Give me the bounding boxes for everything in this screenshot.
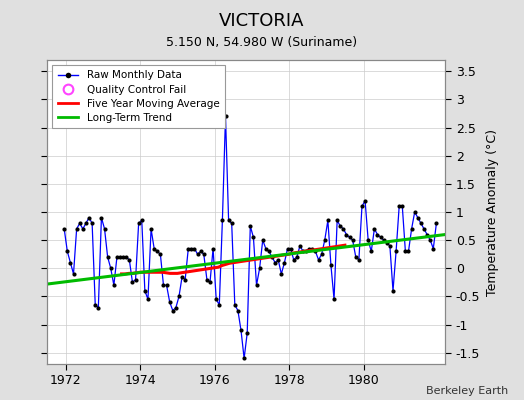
Text: 5.150 N, 54.980 W (Suriname): 5.150 N, 54.980 W (Suriname) bbox=[167, 36, 357, 49]
Text: VICTORIA: VICTORIA bbox=[219, 12, 305, 30]
Legend: Raw Monthly Data, Quality Control Fail, Five Year Moving Average, Long-Term Tren: Raw Monthly Data, Quality Control Fail, … bbox=[52, 65, 225, 128]
Y-axis label: Temperature Anomaly (°C): Temperature Anomaly (°C) bbox=[486, 128, 499, 296]
Text: Berkeley Earth: Berkeley Earth bbox=[426, 386, 508, 396]
